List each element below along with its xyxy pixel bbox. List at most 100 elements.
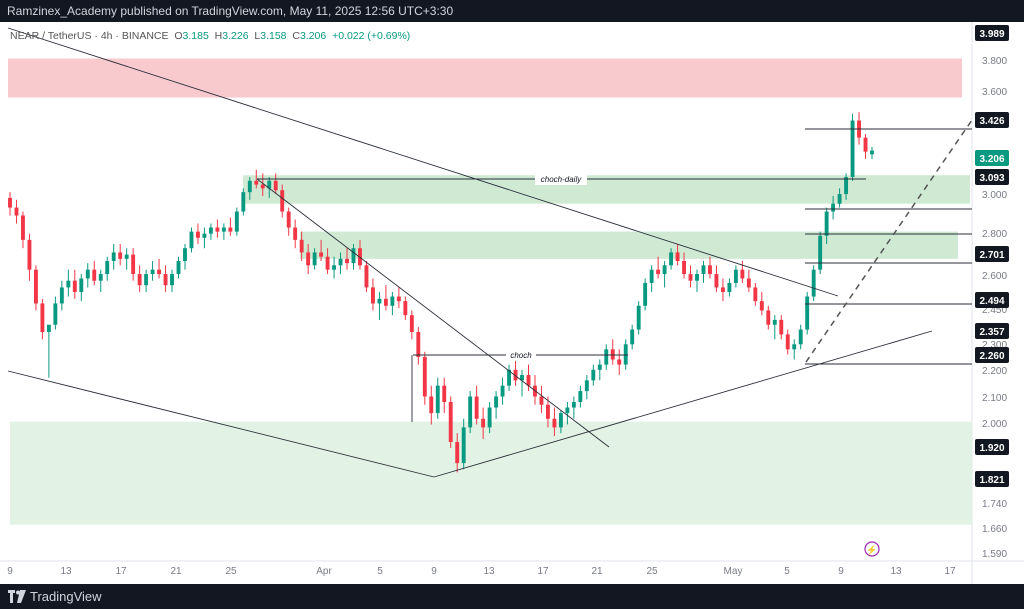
footer-bar: TradingView	[0, 584, 1024, 609]
price-label-3-989: 3.989	[979, 29, 1004, 40]
price-label-1-821: 1.821	[979, 475, 1004, 486]
candle-body	[837, 194, 842, 204]
candle-body	[111, 252, 116, 261]
low-label: L	[254, 30, 261, 42]
candle-body	[435, 385, 440, 414]
candle-body	[422, 356, 427, 397]
candle-body	[636, 305, 641, 330]
candle-body	[377, 298, 382, 304]
x-tick-label: 5	[784, 566, 790, 577]
y-tick-label: 3.800	[982, 56, 1007, 67]
candle-body	[46, 324, 51, 332]
candle-body	[163, 274, 168, 286]
x-tick-label: 5	[377, 566, 383, 577]
footer-brand: TradingView	[30, 589, 102, 604]
price-label-2-701: 2.701	[979, 250, 1004, 261]
candle-body	[792, 344, 797, 350]
candle-body	[740, 269, 745, 279]
candle-body	[364, 265, 369, 288]
candle-body	[779, 319, 784, 335]
candle-body	[824, 211, 829, 236]
chart-area[interactable]: choch-daily choch ⚡ 3.800 3.600 2.800 2.600 2.4…	[0, 22, 1024, 584]
candle-body	[708, 265, 712, 275]
price-chart[interactable]: choch-daily choch ⚡ 3.800 3.600 2.800 2.600 2.4…	[0, 22, 1024, 584]
candle-body	[312, 252, 317, 266]
tradingview-logo-icon	[8, 590, 26, 603]
y-tick-label: 2.450	[982, 305, 1007, 316]
candle-body	[306, 252, 311, 266]
candle-body	[513, 369, 518, 381]
price-label-box	[975, 292, 1009, 308]
candle-body	[33, 269, 38, 304]
descending-trendline	[256, 178, 610, 448]
choch-daily-label-bg	[535, 172, 587, 185]
candle-body	[662, 265, 667, 275]
candle-body	[571, 401, 576, 408]
candle-body	[468, 396, 473, 428]
x-tick-label: 13	[60, 566, 72, 577]
candle-body	[656, 269, 661, 275]
x-tick-label: May	[724, 566, 743, 577]
candle-body	[766, 310, 771, 325]
symbol-name: NEAR / TetherUS · 4h · BINANCE	[10, 30, 169, 42]
candle-body	[870, 150, 874, 155]
candle-body	[487, 407, 492, 428]
candle-body	[345, 258, 349, 264]
price-label-2-260: 2.260	[979, 351, 1004, 362]
candle-body	[409, 315, 414, 332]
candle-body	[383, 298, 388, 306]
candle-body	[727, 282, 732, 292]
candle-body	[429, 396, 434, 414]
candle-body	[539, 396, 544, 405]
x-tick-label: 17	[537, 566, 549, 577]
candle-body	[79, 278, 84, 292]
candle-body	[494, 396, 499, 408]
candle-body	[371, 287, 375, 304]
candle-body	[785, 334, 790, 350]
candle-body	[124, 254, 129, 259]
choch-label-bg	[506, 349, 536, 361]
candle-body	[759, 301, 764, 311]
price-label-3-093: 3.093	[979, 173, 1004, 184]
price-label-3-426: 3.426	[979, 116, 1004, 127]
y-tick-label: 2.000	[982, 419, 1007, 430]
candle-body	[189, 231, 194, 249]
candle-body	[805, 296, 810, 330]
y-tick-label: 2.800	[982, 229, 1007, 240]
candle-body	[221, 227, 226, 232]
candle-body	[234, 211, 239, 232]
x-tick-label: 9	[7, 566, 13, 577]
price-label-box	[975, 169, 1009, 185]
x-tick-label: 13	[483, 566, 495, 577]
candle-body	[40, 303, 45, 332]
price-label-3-206: 3.206	[979, 154, 1004, 165]
candle-body	[183, 248, 187, 261]
candle-body	[811, 269, 816, 297]
candle-body	[630, 329, 635, 345]
price-label-2-494: 2.494	[979, 296, 1004, 307]
price-label-1-920: 1.920	[979, 443, 1004, 454]
candle-body	[14, 207, 19, 216]
x-tick-label: 13	[890, 566, 902, 577]
publish-title: Ramzinex_Academy published on TradingVie…	[7, 4, 454, 18]
alert-bolt-glyph: ⚡	[866, 544, 877, 556]
choch-label: choch	[510, 351, 532, 360]
candle-body	[118, 252, 123, 259]
candle-body	[215, 227, 220, 232]
candle-body	[584, 380, 589, 392]
candle-body	[844, 177, 849, 195]
candle-body	[591, 369, 596, 381]
candle-body	[325, 256, 330, 270]
candle-body	[144, 274, 149, 286]
candle-body	[772, 319, 777, 325]
price-label-box	[975, 471, 1009, 487]
zone-supply-0	[8, 58, 962, 98]
choch-daily-label: choch-daily	[541, 175, 582, 184]
x-tick-label: 9	[838, 566, 844, 577]
candle-body	[247, 180, 252, 193]
candle-body	[474, 396, 479, 419]
candle-body	[72, 280, 77, 292]
candle-body	[98, 274, 103, 281]
candle-body	[286, 211, 291, 228]
candle-body	[267, 180, 272, 189]
